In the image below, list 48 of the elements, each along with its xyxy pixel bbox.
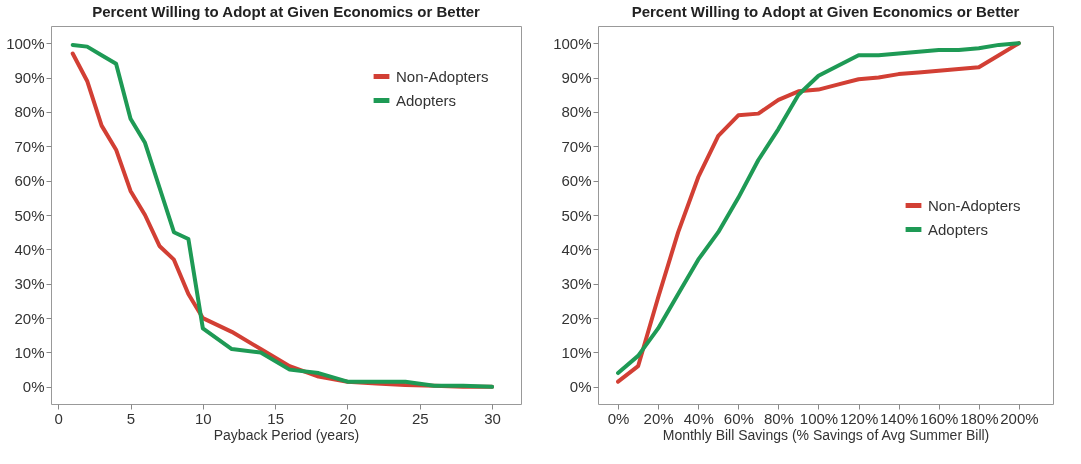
x-tick-label: 40% (683, 409, 714, 427)
x-tick-label: 0 (54, 409, 63, 427)
x-tick-label: 0% (607, 409, 630, 427)
x-tick-label: 30 (484, 409, 501, 427)
y-tick-label: 90% (14, 69, 45, 87)
y-tick-label: 50% (561, 206, 592, 224)
x-tick-label: 5 (126, 409, 136, 427)
x-tick-label: 160% (920, 409, 959, 427)
x-tick-label: 200% (1000, 409, 1039, 427)
x-tick-label: 60% (723, 409, 754, 427)
y-tick-label: 100% (6, 34, 45, 52)
y-tick-label: 20% (14, 309, 45, 327)
x-tick-label: 120% (839, 409, 879, 427)
x-tick-label: 180% (960, 409, 999, 427)
y-tick-label: 70% (14, 137, 45, 155)
chart-title: Percent Willing to Adopt at Given Economics or Better (92, 3, 480, 20)
x-axis-title: Monthly Bill Savings (% Savings of Avg Summer Bill) (662, 426, 990, 443)
legend-label: Adopters (928, 220, 989, 238)
y-tick-label: 80% (561, 103, 592, 121)
x-axis-title: Payback Period (years) (213, 426, 360, 443)
x-tick-label: 10 (195, 409, 212, 427)
y-tick-label: 60% (561, 172, 592, 190)
x-tick-label: 20% (643, 409, 674, 427)
y-tick-label: 0% (22, 378, 45, 396)
y-tick-label: 30% (561, 275, 592, 293)
x-tick-label: 140% (879, 409, 919, 427)
y-tick-label: 20% (561, 309, 592, 327)
x-tick-label: 15 (267, 409, 284, 427)
y-tick-label: 60% (14, 172, 45, 190)
legend-label: Non-Adopters (396, 67, 489, 85)
y-tick-label: 100% (553, 34, 592, 52)
y-tick-label: 50% (14, 206, 45, 224)
y-tick-label: 80% (14, 103, 45, 121)
y-tick-label: 40% (14, 240, 45, 258)
y-tick-label: 10% (561, 343, 592, 361)
x-tick-label: 80% (763, 409, 794, 427)
legend-label: Non-Adopters (928, 196, 1021, 214)
x-tick-label: 25 (411, 409, 429, 427)
y-tick-label: 10% (14, 343, 45, 361)
y-tick-label: 70% (561, 137, 592, 155)
x-tick-label: 100% (799, 409, 839, 427)
y-tick-label: 30% (14, 275, 45, 293)
y-tick-label: 40% (561, 240, 592, 258)
y-tick-label: 0% (569, 378, 592, 396)
x-tick-label: 20 (339, 409, 357, 427)
chart-title: Percent Willing to Adopt at Given Economics or Better (631, 3, 1020, 20)
y-tick-label: 90% (561, 69, 592, 87)
legend-label: Adopters (396, 91, 457, 109)
